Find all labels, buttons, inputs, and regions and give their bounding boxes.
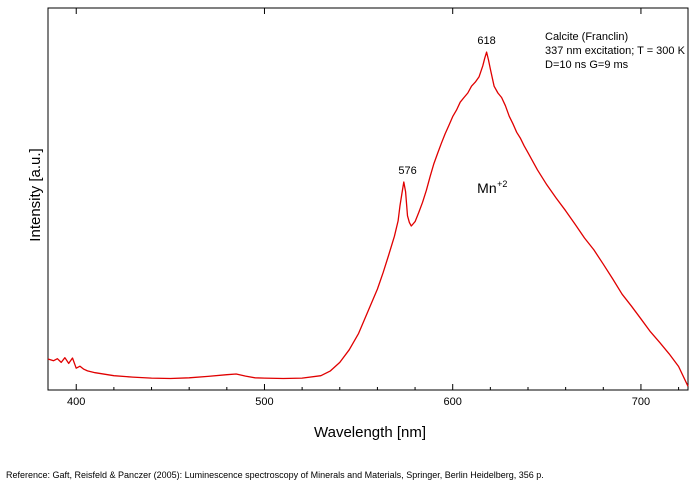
axes: 400 500 600 700 (47, 7, 689, 408)
y-axis-label: Intensity [a.u.] (27, 148, 44, 241)
peak-annotation-618: 618 (477, 35, 495, 47)
info-line-1: Calcite (Franclin) (545, 31, 628, 43)
spectrum-chart: 400 500 600 700 Wavelength [nm] Intensity [… (27, 7, 689, 441)
info-line-3: D=10 ns G=9 ms (545, 59, 629, 71)
info-line-2: 337 nm excitation; T = 300 K (545, 45, 686, 57)
plot-frame (47, 7, 689, 391)
x-tick-label: 500 (255, 396, 273, 408)
x-tick-label: 400 (67, 396, 85, 408)
x-axis-label: Wavelength [nm] (314, 424, 426, 441)
series-layer (47, 51, 689, 387)
text-layer: Wavelength [nm] Intensity [a.u.] Calcite… (27, 31, 686, 441)
peak-annotation-mn-charge: +2 (497, 179, 507, 189)
peak-annotation-576: 576 (398, 165, 416, 177)
reference-note: Reference: Gaft, Reisfeld & Panczer (200… (6, 470, 544, 480)
x-tick-label: 700 (632, 396, 650, 408)
peak-annotation-mn: Mn (477, 180, 496, 196)
x-tick-label: 600 (444, 396, 462, 408)
spectrum-line (47, 51, 689, 387)
